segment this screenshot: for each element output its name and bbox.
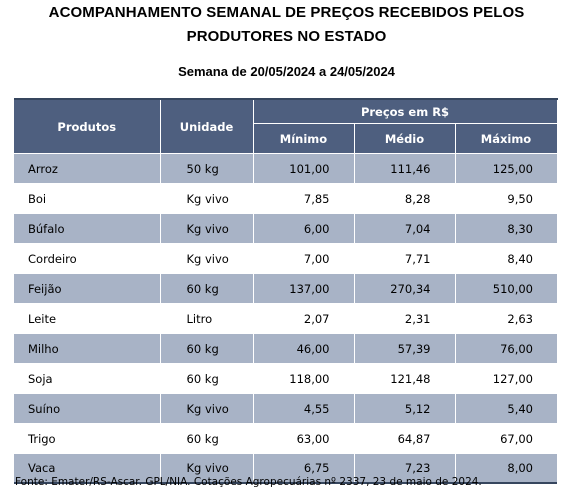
- table-row: Leite Litro 2,07 2,31 2,63: [14, 303, 557, 334]
- cell-avg: 5,12: [353, 393, 455, 424]
- cell-avg: 7,71: [353, 243, 455, 274]
- cell-min: 7,00: [252, 243, 354, 274]
- cell-max: 125,00: [454, 153, 557, 184]
- cell-avg: 2,31: [353, 303, 455, 334]
- cell-max: 510,00: [454, 273, 557, 304]
- table-row: Trigo 60 kg 63,00 64,87 67,00: [14, 423, 557, 454]
- cell-min: 137,00: [252, 273, 354, 304]
- header-avg: Médio: [353, 123, 456, 154]
- table-row: Boi Kg vivo 7,85 8,28 9,50: [14, 183, 557, 214]
- cell-avg: 8,28: [353, 183, 455, 214]
- week-subtitle: Semana de 20/05/2024 a 24/05/2024: [178, 64, 395, 79]
- cell-min: 101,00: [252, 153, 354, 184]
- cell-min: 63,00: [252, 423, 354, 454]
- cell-unit: Kg vivo: [159, 213, 253, 244]
- table-row: Cordeiro Kg vivo 7,00 7,71 8,40: [14, 243, 557, 274]
- cell-product: Cordeiro: [14, 243, 160, 274]
- cell-avg: 64,87: [353, 423, 455, 454]
- header-products: Produtos: [14, 99, 161, 154]
- cell-max: 8,00: [454, 453, 557, 483]
- header-prices-group: Preços em R$: [252, 99, 558, 125]
- cell-min: 7,85: [252, 183, 354, 214]
- table-row: Feijão 60 kg 137,00 270,34 510,00: [14, 273, 557, 304]
- source-note: Fonte: Emater/RS-Ascar. GPL/NIA. Cotaçõe…: [15, 476, 482, 488]
- cell-min: 118,00: [252, 363, 354, 394]
- cell-product: Suíno: [14, 393, 160, 424]
- table-row: Búfalo Kg vivo 6,00 7,04 8,30: [14, 213, 557, 244]
- table-row: Arroz 50 kg 101,00 111,46 125,00: [14, 153, 557, 184]
- cell-unit: Kg vivo: [159, 393, 253, 424]
- cell-max: 67,00: [454, 423, 557, 454]
- prices-table: Produtos Unidade Preços em R$ Mínimo Méd…: [14, 98, 558, 484]
- cell-product: Feijão: [14, 273, 160, 304]
- cell-product: Leite: [14, 303, 160, 334]
- cell-product: Arroz: [14, 153, 160, 184]
- header-min: Mínimo: [252, 123, 355, 154]
- cell-min: 6,75: [252, 453, 354, 483]
- cell-product: Soja: [14, 363, 160, 394]
- cell-max: 127,00: [454, 363, 557, 394]
- table-row: Milho 60 kg 46,00 57,39 76,00: [14, 333, 557, 364]
- header-unit: Unidade: [160, 99, 254, 154]
- cell-unit: Kg vivo: [159, 243, 253, 274]
- cell-min: 4,55: [252, 393, 354, 424]
- cell-max: 5,40: [454, 393, 557, 424]
- cell-product: Milho: [14, 333, 160, 364]
- cell-avg: 121,48: [353, 363, 455, 394]
- cell-unit: Kg vivo: [159, 183, 253, 214]
- cell-unit: 60 kg: [159, 363, 253, 394]
- cell-avg: 111,46: [353, 153, 455, 184]
- cell-unit: Kg vivo: [159, 453, 253, 483]
- document-title-line-1: ACOMPANHAMENTO SEMANAL DE PREÇOS RECEBID…: [48, 4, 525, 21]
- cell-max: 9,50: [454, 183, 557, 214]
- cell-min: 46,00: [252, 333, 354, 364]
- cell-unit: 60 kg: [159, 273, 253, 304]
- cell-max: 76,00: [454, 333, 557, 364]
- cell-product: Boi: [14, 183, 160, 214]
- cell-min: 2,07: [252, 303, 354, 334]
- table-body: Arroz 50 kg 101,00 111,46 125,00 Boi Kg vivo 7,…: [14, 153, 557, 483]
- header-max: Máximo: [454, 123, 558, 154]
- cell-unit: Litro: [159, 303, 253, 334]
- cell-unit: 60 kg: [159, 423, 253, 454]
- table-row: Suíno Kg vivo 4,55 5,12 5,40: [14, 393, 557, 424]
- cell-avg: 7,23: [353, 453, 455, 483]
- cell-max: 8,40: [454, 243, 557, 274]
- table-row: Soja 60 kg 118,00 121,48 127,00: [14, 363, 557, 394]
- cell-max: 2,63: [454, 303, 557, 334]
- cell-product: Vaca: [14, 453, 160, 483]
- cell-product: Trigo: [14, 423, 160, 454]
- cell-avg: 57,39: [353, 333, 455, 364]
- cell-product: Búfalo: [14, 213, 160, 244]
- cell-unit: 60 kg: [159, 333, 253, 364]
- cell-min: 6,00: [252, 213, 354, 244]
- document-title-line-2: PRODUTORES NO ESTADO: [186, 28, 387, 45]
- cell-unit: 50 kg: [159, 153, 253, 184]
- cell-avg: 270,34: [353, 273, 455, 304]
- cell-avg: 7,04: [353, 213, 455, 244]
- cell-max: 8,30: [454, 213, 557, 244]
- table-row: Vaca Kg vivo 6,75 7,23 8,00: [14, 453, 557, 483]
